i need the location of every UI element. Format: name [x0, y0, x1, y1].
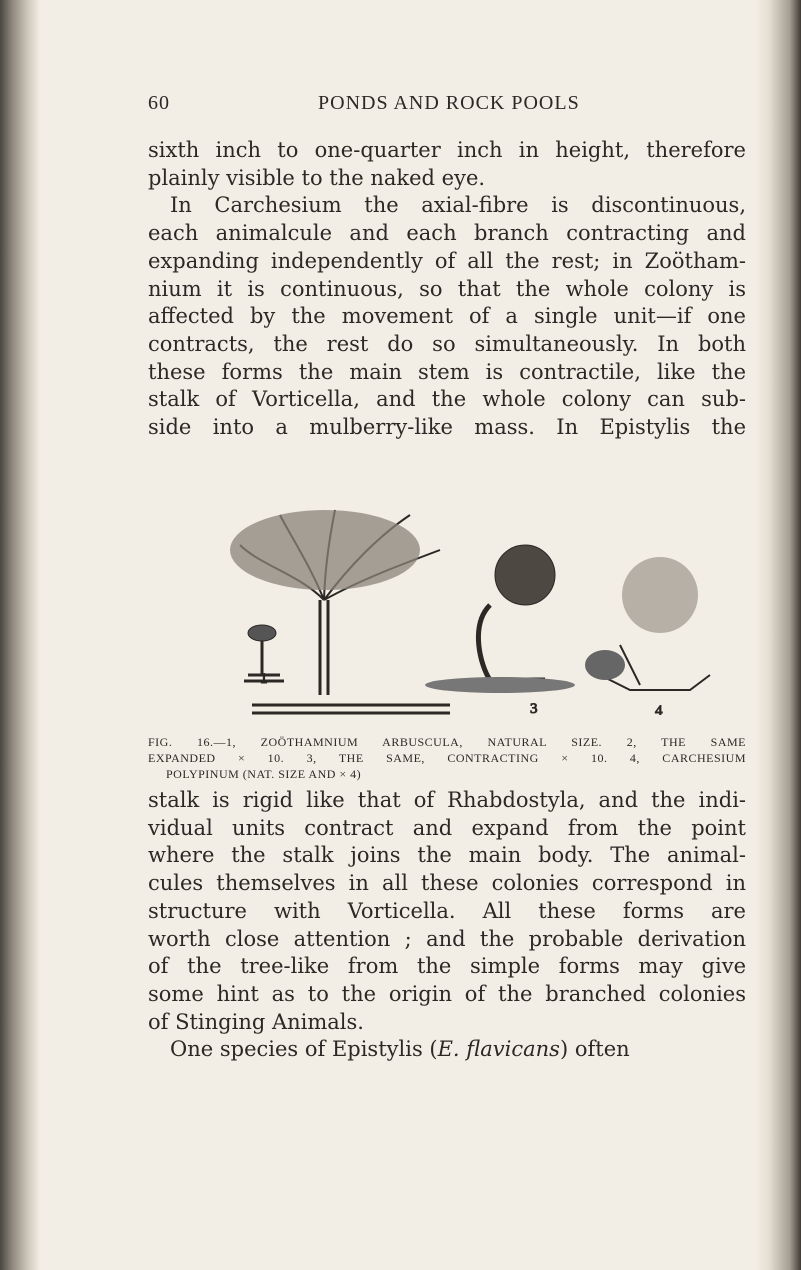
text-line: plainly visible to the naked eye. [148, 165, 486, 190]
text-line: expanding independently of all the rest;… [148, 248, 746, 273]
text-line: FIG. 16.—1, ZOÖTHAMNIUM ARBUSCULA, NATUR… [148, 735, 746, 749]
species-name: E. flavicans [437, 1037, 560, 1061]
figure-label: 1 [260, 671, 268, 687]
figure-4 [585, 557, 711, 691]
figure-1 [244, 624, 284, 683]
text-line: of Stinging Animals. [148, 1009, 364, 1034]
text: One species of Epistylis ( [170, 1037, 438, 1061]
text-line: nium it is continuous, so that the whole… [148, 276, 746, 301]
text-line: One species of Epistylis (E. flavicans) … [148, 1036, 746, 1062]
text-line: EXPANDED × 10. 3, THE SAME, CONTRACTING … [148, 751, 746, 765]
text-line: side into a mulberry-like mass. In Epist… [148, 415, 746, 439]
binding-shadow [0, 0, 40, 1270]
text: ) often [559, 1037, 630, 1061]
figure-label: 3 [530, 701, 538, 715]
text-line: sixth inch to one-quarter inch in height… [148, 138, 746, 162]
text-line: each animalcule and each branch contract… [148, 221, 746, 246]
page-number: 60 [148, 92, 170, 114]
figure: 1 2 3 4 [230, 509, 711, 715]
text-line: contracts, the rest do so simultaneously… [148, 331, 746, 356]
text-line: structure with Vorticella. All these for… [148, 898, 746, 923]
text-line: cules themselves in all these colonies c… [148, 871, 746, 896]
page-edge-shadow [756, 0, 801, 1270]
text-line: POLYPINUM (NAT. SIZE AND × 4) [166, 767, 362, 781]
text-line: worth close attention ; and the probable… [148, 926, 746, 951]
text-line: these forms the main stem is contractile… [148, 359, 746, 384]
figure-2 [230, 509, 450, 715]
text-line: vidual units contract and expand from th… [148, 815, 746, 840]
figure-label: 4 [655, 703, 663, 715]
text-line: some hint as to the origin of the branch… [148, 981, 746, 1006]
text-line: stalk is rigid like that of Rhabdostyla,… [148, 788, 746, 812]
text-line: In Carchesium the axial-fibre is discont… [170, 193, 746, 218]
figure-3 [425, 544, 575, 693]
text-line: stalk of Vorticella, and the whole colon… [148, 387, 746, 412]
text-line: of the tree-like from the simple forms m… [148, 954, 746, 979]
text-line: affected by the movement of a single uni… [148, 304, 746, 329]
text-line: where the stalk joins the main body. The… [148, 843, 746, 868]
running-title: PONDS AND ROCK POOLS [318, 92, 580, 114]
